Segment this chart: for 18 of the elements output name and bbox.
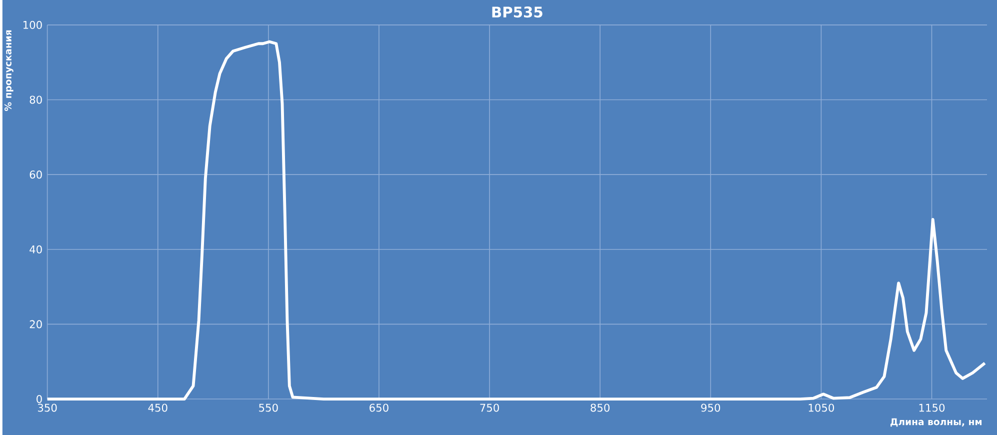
y-tick-label: 40	[30, 245, 42, 254]
x-tick-label: 550	[259, 404, 278, 412]
y-axis-title: % пропускания	[4, 30, 14, 111]
x-tick-label: 350	[38, 404, 57, 412]
y-tick-label: 0	[36, 395, 42, 404]
y-tick-label: 100	[23, 20, 42, 29]
y-tick-label: 60	[30, 170, 42, 179]
y-tick-label: 80	[30, 96, 42, 104]
x-tick-label: 750	[480, 404, 499, 412]
x-tick-label: 1150	[919, 404, 945, 412]
x-tick-label: 450	[148, 404, 168, 412]
x-tick-label: 950	[701, 404, 720, 412]
x-tick-label: 650	[370, 404, 388, 412]
x-axis-title: Длина волны, нм	[890, 418, 982, 427]
chart-title: BP535	[492, 6, 542, 18]
x-tick-label: 1050	[808, 404, 834, 412]
x-tick-label: 850	[590, 404, 610, 412]
y-tick-label: 20	[30, 320, 42, 328]
